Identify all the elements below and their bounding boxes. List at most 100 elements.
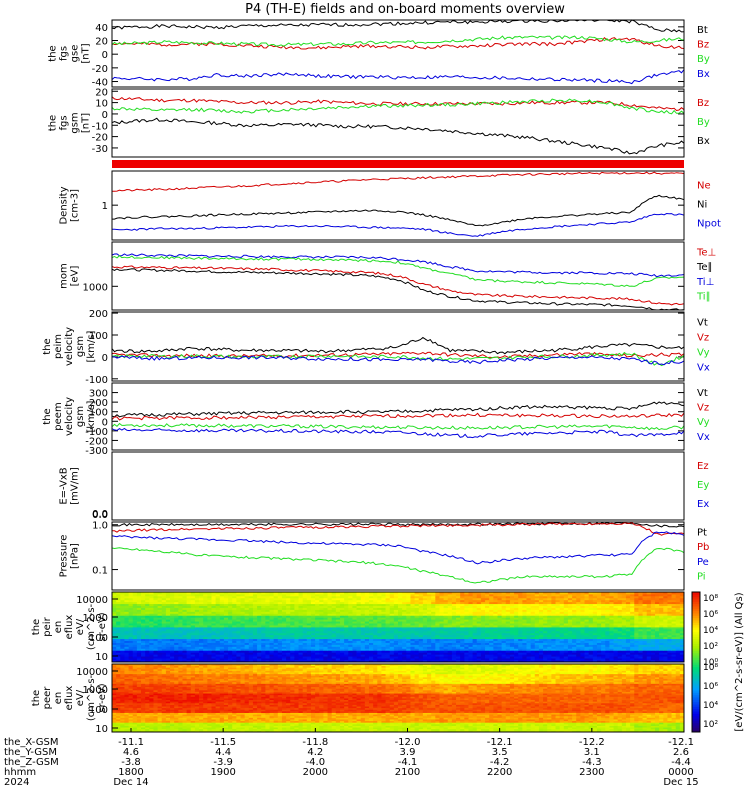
heatmap-cell: [679, 660, 685, 663]
heatmap-cell: [174, 625, 179, 628]
heatmap-cell: [410, 650, 415, 653]
heatmap-cell: [443, 650, 449, 653]
heatmap-cell: [572, 593, 577, 597]
heatmap-cell: [406, 595, 411, 599]
heatmap-cell: [414, 617, 420, 620]
heatmap-cell: [381, 638, 386, 642]
heatmap-cell: [468, 611, 473, 614]
heatmap-cell: [120, 652, 125, 655]
heatmap-cell: [174, 658, 179, 661]
heatmap-cell: [244, 658, 250, 661]
heatmap-cell: [501, 599, 507, 603]
heatmap-cell: [621, 642, 627, 645]
heatmap-cell: [505, 646, 511, 649]
heatmap-cell: [244, 648, 250, 651]
heatmap-cell: [157, 613, 163, 616]
heatmap-cell: [526, 613, 532, 616]
heatmap-cell: [659, 638, 664, 642]
heatmap-cell: [132, 646, 138, 649]
heatmap-cell: [480, 611, 486, 614]
y-axis-label: [cm-3]: [70, 189, 81, 222]
heatmap-cell: [377, 619, 382, 622]
heatmap-cell: [319, 619, 324, 622]
y-tick-label: -40: [92, 78, 108, 89]
heatmap-cell: [402, 640, 407, 643]
heatmap-cell: [634, 656, 639, 659]
heatmap-cell: [157, 634, 163, 638]
heatmap-cell: [348, 619, 353, 622]
heatmap-cell: [223, 625, 229, 628]
heatmap-cell: [451, 595, 457, 599]
heatmap-cell: [252, 658, 258, 661]
heatmap-cell: [302, 605, 308, 608]
heatmap-cell: [145, 656, 150, 659]
heatmap-cell: [646, 613, 652, 616]
heatmap-cell: [646, 609, 652, 612]
heatmap-cell: [165, 615, 171, 618]
heatmap-cell: [456, 658, 461, 661]
heatmap-cell: [526, 619, 532, 622]
heatmap-cell: [132, 619, 138, 622]
heatmap-cell: [547, 623, 552, 626]
heatmap-cell: [219, 609, 225, 612]
heatmap-cell: [572, 636, 577, 640]
heatmap-cell: [315, 609, 320, 612]
heatmap-cell: [186, 640, 192, 643]
heatmap-cell: [236, 601, 241, 605]
heatmap-cell: [630, 628, 635, 632]
heatmap-cell: [302, 603, 308, 607]
heatmap-cell: [485, 605, 490, 608]
heatmap-cell: [505, 611, 511, 614]
heatmap-cell: [335, 652, 341, 655]
heatmap-cell: [489, 660, 494, 663]
heatmap-cell: [580, 609, 585, 612]
heatmap-cell: [505, 638, 511, 642]
heatmap-cell: [215, 597, 221, 601]
heatmap-cell: [530, 654, 536, 657]
heatmap-cell: [617, 627, 623, 630]
heatmap-cell: [675, 634, 681, 638]
heatmap-cell: [360, 644, 366, 647]
heatmap-cell: [534, 619, 540, 622]
heatmap-cell: [422, 617, 428, 620]
heatmap-cell: [364, 601, 370, 605]
heatmap-cell: [551, 605, 556, 608]
heatmap-cell: [203, 609, 208, 612]
heatmap-cell: [228, 609, 233, 612]
heatmap-cell: [186, 619, 192, 622]
heatmap-cell: [232, 630, 237, 634]
heatmap-cell: [642, 617, 648, 620]
heatmap-cell: [642, 611, 648, 614]
heatmap-cell: [621, 648, 627, 651]
heatmap-cell: [663, 623, 668, 626]
heatmap-cell: [530, 613, 536, 616]
heatmap-cell: [534, 640, 540, 643]
heatmap-cell: [356, 609, 362, 612]
heatmap-cell: [323, 621, 328, 624]
heatmap-cell: [232, 611, 237, 614]
heatmap-cell: [509, 625, 515, 628]
heatmap-cell: [514, 623, 519, 626]
heatmap-cell: [460, 609, 465, 612]
heatmap-cell: [352, 650, 357, 653]
heatmap-cell: [414, 607, 420, 610]
heatmap-cell: [290, 603, 295, 607]
heatmap-cell: [654, 601, 660, 605]
heatmap-cell: [621, 619, 627, 622]
heatmap-cell: [244, 660, 250, 663]
heatmap-cell: [165, 597, 171, 601]
heatmap-cell: [132, 597, 138, 601]
heatmap-cell: [418, 627, 424, 630]
heatmap-cell: [501, 628, 507, 632]
y-axis-label: peir: [42, 616, 53, 636]
heatmap-cell: [298, 609, 304, 612]
heatmap-cell: [335, 611, 341, 614]
heatmap-cell: [310, 615, 316, 618]
heatmap-cell: [543, 644, 548, 647]
heatmap-cell: [563, 605, 569, 608]
heatmap-cell: [588, 648, 594, 651]
heatmap-cell: [381, 615, 386, 618]
heatmap-cell: [124, 597, 129, 601]
heatmap-cell: [422, 599, 428, 603]
heatmap-cell: [514, 646, 519, 649]
